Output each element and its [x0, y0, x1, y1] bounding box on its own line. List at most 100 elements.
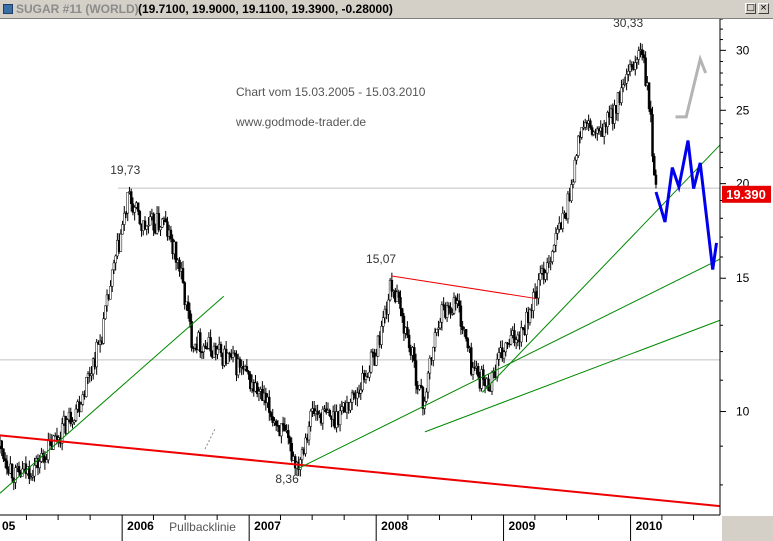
candle-body	[583, 122, 587, 128]
candle-body	[561, 212, 565, 229]
candle-body	[528, 309, 532, 323]
candle-body	[3, 458, 7, 462]
candle-body	[504, 342, 508, 353]
candle-body	[471, 367, 475, 375]
candle-body	[133, 207, 136, 213]
projection-blue-line	[654, 140, 718, 270]
candle-body	[521, 327, 525, 329]
horizontal-lines	[0, 187, 720, 361]
candle-body	[288, 437, 292, 444]
candle-body	[637, 50, 640, 60]
candle-body	[124, 212, 128, 215]
candle-body	[90, 373, 93, 376]
candle-body	[433, 332, 437, 348]
candle-body	[43, 456, 47, 463]
candle-body	[205, 347, 209, 350]
candle-body	[575, 155, 578, 161]
plot-area	[0, 19, 720, 515]
candle-body	[421, 387, 425, 409]
candle-body	[652, 155, 656, 176]
candle-body	[371, 351, 375, 354]
candle-body	[112, 262, 116, 271]
candle-body	[216, 348, 219, 355]
candle-body	[495, 359, 499, 379]
x-tick-label-0: 05	[2, 519, 16, 533]
y-tick-label-1: 15	[736, 271, 750, 285]
candle-body	[148, 216, 152, 226]
candle-body	[582, 126, 585, 129]
candle-body	[159, 226, 162, 231]
candle-body	[238, 358, 242, 368]
candle-body	[74, 408, 78, 421]
chart-window-icon	[3, 4, 13, 14]
candle-body	[72, 420, 76, 423]
candle-body	[166, 221, 169, 237]
restore-button[interactable]: □	[745, 3, 756, 14]
last-price-label: 19.390	[726, 187, 766, 202]
chart-title: Chart vom 15.03.2005 - 15.03.2010	[236, 85, 426, 99]
annotation-0: 19,73	[110, 163, 140, 177]
candle-body	[406, 327, 409, 336]
candle-body	[81, 394, 85, 405]
candle-body	[102, 318, 105, 344]
candle-body	[545, 262, 549, 274]
candle-body	[623, 82, 627, 85]
candle-body	[437, 327, 440, 330]
candle-body	[369, 351, 373, 373]
candle-body	[628, 64, 632, 72]
candle-body	[338, 410, 342, 426]
window-titlebar[interactable]: SUGAR #11 (WORLD) (19.7100, 19.9000, 19.…	[0, 0, 773, 19]
candle-body	[110, 269, 114, 287]
candle-body	[255, 382, 259, 395]
annotation-1: 15,07	[366, 252, 396, 266]
candle-body	[440, 304, 444, 323]
trendline-0	[0, 434, 721, 508]
candle-body	[577, 135, 580, 156]
candle-body	[613, 104, 616, 124]
candle-body	[280, 423, 283, 437]
candle-body	[464, 329, 468, 339]
candle-body	[432, 347, 435, 361]
candle-body	[571, 181, 575, 185]
projection-gray-line	[675, 54, 708, 119]
candle-body	[268, 396, 271, 413]
candle-body	[152, 213, 155, 231]
candle-body	[566, 193, 570, 220]
projections	[654, 54, 718, 270]
candle-body	[651, 114, 654, 157]
candle-body	[119, 233, 123, 252]
candle-body	[157, 213, 161, 231]
candle-body	[181, 268, 185, 283]
candle-body	[123, 212, 126, 225]
candle-body	[380, 326, 383, 345]
close-icon: ×	[759, 3, 768, 13]
annotation-4: Pullbacklinie	[169, 520, 236, 534]
candle-body	[198, 332, 202, 352]
candle-body	[71, 421, 74, 425]
candle-body	[126, 192, 129, 214]
candle-body	[620, 87, 623, 103]
candle-body	[426, 372, 430, 393]
x-tick-label-5: 2010	[636, 519, 663, 533]
candle-body	[161, 218, 164, 228]
price-chart: 19,73 15,07 30,33 8,36 Pullbacklinie Chart v…	[0, 19, 773, 541]
candle-body	[368, 371, 371, 378]
x-tick-label-2: 2007	[254, 519, 281, 533]
candle-body	[28, 466, 31, 479]
candle-body	[95, 341, 98, 368]
candle-body	[556, 228, 559, 234]
candle-body	[274, 420, 278, 426]
candle-body	[375, 356, 378, 366]
candle-body	[52, 435, 55, 450]
candle-body	[0, 440, 3, 450]
candle-body	[231, 352, 235, 358]
candle-body	[138, 211, 142, 225]
candle-body	[445, 305, 449, 318]
y-tick-label-0: 10	[736, 405, 750, 419]
candle-body	[390, 279, 394, 292]
candle-body	[634, 62, 637, 70]
candle-body	[647, 82, 651, 110]
close-button[interactable]: ×	[758, 3, 769, 14]
candle-body	[356, 392, 359, 399]
